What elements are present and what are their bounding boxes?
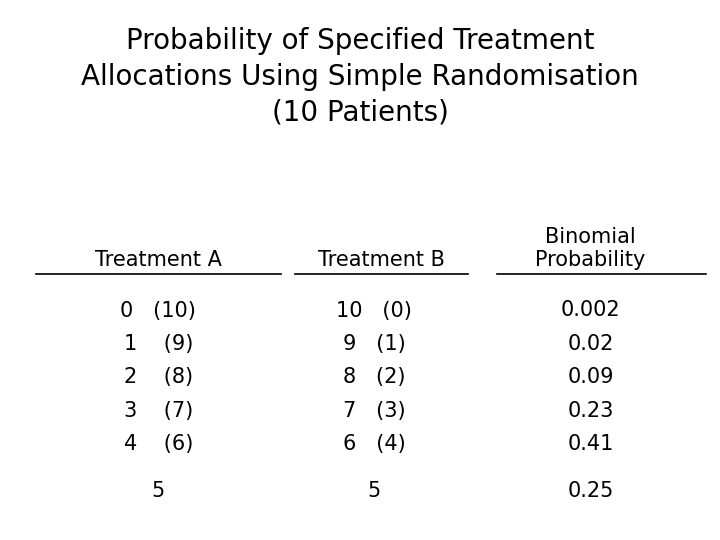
Text: 5: 5 — [152, 481, 165, 502]
Text: 0.09: 0.09 — [567, 367, 613, 388]
Text: 9   (1): 9 (1) — [343, 334, 406, 354]
Text: 0.002: 0.002 — [561, 300, 620, 321]
Text: 10   (0): 10 (0) — [336, 300, 413, 321]
Text: 0.25: 0.25 — [567, 481, 613, 502]
Text: 7   (3): 7 (3) — [343, 401, 405, 421]
Text: 2    (8): 2 (8) — [124, 367, 193, 388]
Text: 0.23: 0.23 — [567, 401, 613, 421]
Text: 1    (9): 1 (9) — [124, 334, 193, 354]
Text: 0.02: 0.02 — [567, 334, 613, 354]
Text: 0   (10): 0 (10) — [120, 300, 197, 321]
Text: Binomial
Probability: Binomial Probability — [535, 227, 646, 270]
Text: 3    (7): 3 (7) — [124, 401, 193, 421]
Text: 6   (4): 6 (4) — [343, 434, 406, 455]
Text: Treatment B: Treatment B — [318, 250, 445, 270]
Text: 5: 5 — [368, 481, 381, 502]
Text: 0.41: 0.41 — [567, 434, 613, 455]
Text: Probability of Specified Treatment
Allocations Using Simple Randomisation
(10 Pa: Probability of Specified Treatment Alloc… — [81, 27, 639, 126]
Text: Treatment A: Treatment A — [95, 250, 222, 270]
Text: 8   (2): 8 (2) — [343, 367, 405, 388]
Text: 4    (6): 4 (6) — [124, 434, 193, 455]
